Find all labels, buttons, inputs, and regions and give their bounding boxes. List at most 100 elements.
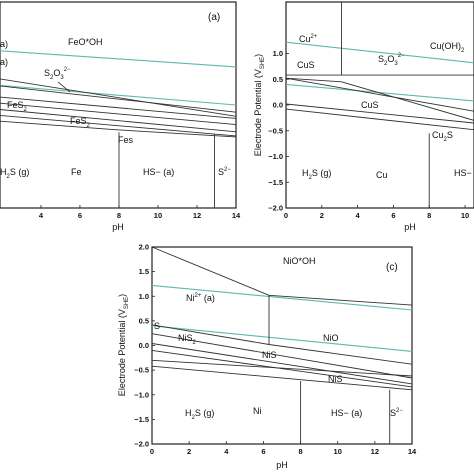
svg-text:S2O32−: S2O32− bbox=[378, 53, 405, 67]
label-s2o3-b: S2O32− bbox=[378, 53, 405, 67]
x-tick-label: 0 bbox=[284, 211, 288, 220]
region-s-left: S bbox=[154, 321, 160, 331]
series-line-5 bbox=[285, 77, 474, 112]
label-nis2: NiS2 bbox=[178, 333, 197, 346]
svg-text:S2O32−: S2O32− bbox=[44, 67, 71, 81]
x-tick-label: 6 bbox=[78, 211, 82, 220]
label-h2s-b: H2S (g) bbox=[302, 168, 331, 181]
svg-text:NiS2: NiS2 bbox=[178, 333, 197, 346]
panel-c-letter: (c) bbox=[386, 262, 398, 273]
series-line-6 bbox=[151, 343, 413, 385]
panel-a-letter: (a) bbox=[208, 12, 220, 23]
y-tick-label: −0.5 bbox=[268, 126, 283, 135]
label-s2-c: S2− bbox=[390, 408, 403, 418]
label-h2s-c: H2S (g) bbox=[185, 408, 214, 421]
y-tick-label: 2.0 bbox=[139, 243, 149, 252]
x-tick-label: 2 bbox=[320, 211, 324, 220]
y-tick-label: −1.0 bbox=[134, 390, 149, 399]
y-tick-label: 1.0 bbox=[139, 292, 149, 301]
panel-a-x-ticks: 4 6 8 10 12 14 bbox=[39, 205, 241, 220]
y-tick-label: −2.0 bbox=[134, 440, 149, 449]
label-cu2: Cu2+ bbox=[299, 34, 318, 44]
x-tick-label: 12 bbox=[193, 211, 201, 220]
region-fe: Fe bbox=[71, 167, 82, 177]
x-tick-label: 10 bbox=[154, 211, 162, 220]
svg-text:Electrode Potential (VSHE): Electrode Potential (VSHE) bbox=[253, 54, 266, 156]
x-tick-label: 14 bbox=[232, 211, 241, 220]
panel-c: (c) NiO*OH Ni2+ (a) S NiS2 NiO NiS NiS H… bbox=[117, 243, 417, 471]
series-line-1 bbox=[0, 84, 237, 106]
svg-text:Cu2S: Cu2S bbox=[432, 130, 453, 143]
x-tick-label: 4 bbox=[224, 447, 229, 456]
series-line-8 bbox=[0, 120, 237, 138]
svg-text:FeS2: FeS2 bbox=[7, 100, 28, 113]
region-hs-b: HS− bbox=[454, 168, 472, 178]
series-line-3 bbox=[0, 85, 237, 113]
region-nio: NiO bbox=[323, 333, 339, 343]
panel-c-ylabel: Electrode Potential (VSHE) bbox=[117, 294, 130, 396]
svg-text:Ni2+ (a): Ni2+ (a) bbox=[186, 293, 215, 303]
label-cu2s: Cu2S bbox=[432, 130, 453, 143]
series-line-2 bbox=[0, 78, 237, 117]
x-tick-label: 10 bbox=[334, 447, 342, 456]
x-tick-label: 6 bbox=[391, 211, 395, 220]
region-nis-1: NiS bbox=[262, 350, 277, 360]
series-line-0 bbox=[285, 41, 474, 64]
x-tick-label: 14 bbox=[408, 447, 417, 456]
x-tick-label: 8 bbox=[117, 211, 121, 220]
svg-text:Cu2+: Cu2+ bbox=[299, 34, 318, 44]
series-line-7 bbox=[285, 108, 474, 131]
y-tick-label: 1.0 bbox=[273, 49, 283, 58]
y-tick-label: −0.5 bbox=[134, 366, 149, 375]
svg-text:H2S (g): H2S (g) bbox=[302, 168, 331, 181]
series-line-8 bbox=[151, 359, 413, 377]
label-s2o3: S2O32− bbox=[44, 67, 71, 81]
label-s2-a: S2− bbox=[218, 167, 231, 177]
arrow-s2o3 bbox=[57, 81, 71, 93]
svg-text:Cu(OH)2: Cu(OH)2 bbox=[430, 41, 465, 54]
region-a-top: a) bbox=[0, 39, 8, 49]
x-tick-label: 2 bbox=[187, 447, 191, 456]
y-tick-label: 0.5 bbox=[139, 316, 149, 325]
panel-b-xlabel: pH bbox=[404, 222, 416, 232]
x-tick-label: 0 bbox=[150, 447, 154, 456]
svg-text:Electrode Potential (VSHE): Electrode Potential (VSHE) bbox=[117, 294, 130, 396]
series-line-6 bbox=[285, 103, 474, 124]
panel-a: (a) FeO*OH a) a) S2O32− FeS2 FeS2 Fes H2… bbox=[0, 1, 241, 232]
label-cuoh2: Cu(OH)2 bbox=[430, 41, 465, 54]
panel-a-frame bbox=[0, 1, 237, 209]
region-feooh: FeO*OH bbox=[68, 37, 103, 47]
panel-b-series bbox=[285, 2, 474, 208]
x-tick-label: 6 bbox=[261, 447, 265, 456]
region-hs-a: HS− (a) bbox=[143, 167, 174, 177]
y-tick-label: 0.5 bbox=[273, 75, 283, 84]
svg-text:S2−: S2− bbox=[218, 167, 231, 177]
label-fes2-b: FeS2 bbox=[70, 116, 91, 129]
label-h2s-a: H2S (g) bbox=[0, 167, 29, 180]
panel-c-series bbox=[151, 246, 413, 444]
y-tick-label: 0.0 bbox=[273, 101, 283, 110]
y-tick-label: 1.5 bbox=[139, 267, 149, 276]
y-tick-label: −1.5 bbox=[268, 178, 283, 187]
series-line-4 bbox=[0, 96, 237, 119]
region-cu-metal: Cu bbox=[376, 170, 388, 180]
region-cus-1: CuS bbox=[297, 60, 315, 70]
region-hs-c: HS− (a) bbox=[331, 408, 362, 418]
panel-c-x-ticks: 0 2 4 6 8 10 12 14 bbox=[150, 441, 417, 456]
region-nis-2: NiS bbox=[328, 374, 343, 384]
region-ni: Ni bbox=[253, 406, 262, 416]
x-tick-label: 4 bbox=[356, 211, 361, 220]
y-tick-label: −2.0 bbox=[268, 204, 283, 213]
series-line-7 bbox=[0, 114, 237, 137]
series-line-0 bbox=[0, 50, 237, 68]
series-line-4 bbox=[151, 324, 413, 365]
x-tick-label: 12 bbox=[371, 447, 379, 456]
svg-text:S2−: S2− bbox=[390, 408, 403, 418]
region-cus-2: CuS bbox=[361, 100, 379, 110]
series-line-7 bbox=[151, 349, 413, 388]
svg-text:H2S (g): H2S (g) bbox=[185, 408, 214, 421]
region-a-mid: a) bbox=[0, 57, 8, 67]
svg-text:FeS2: FeS2 bbox=[70, 116, 91, 129]
region-fes: Fes bbox=[118, 135, 134, 145]
series-line-6 bbox=[0, 109, 237, 133]
